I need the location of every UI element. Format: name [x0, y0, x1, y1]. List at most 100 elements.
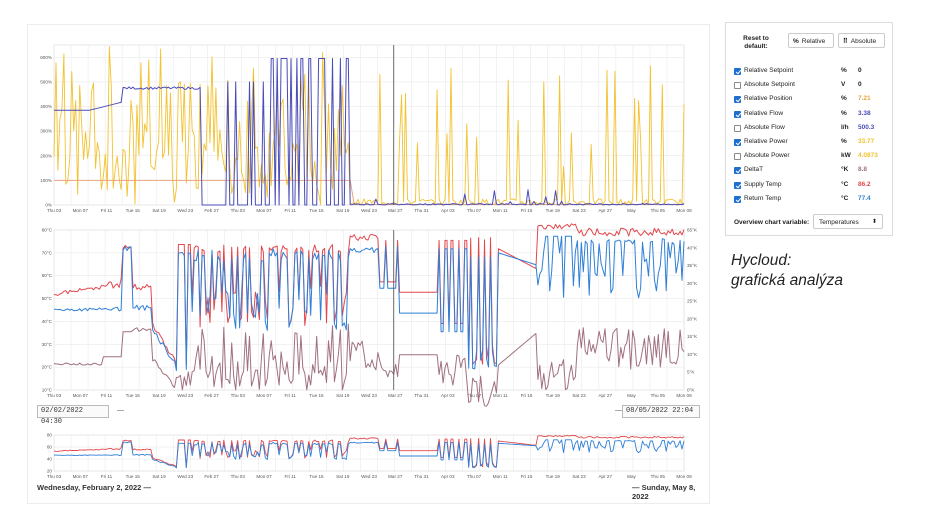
variable-unit: °C [841, 180, 849, 188]
top-chart-x-tick: Sat 19 [336, 208, 350, 213]
variable-value: 4.0873 [858, 152, 878, 160]
variable-name: Absolute Power [744, 152, 790, 160]
overview-chart-x-tick: Sat 23 [572, 474, 586, 479]
middle-chart-y2-tick: 5°K [687, 370, 695, 375]
series-relative-flow [54, 58, 685, 206]
variable-value: 33.77 [858, 138, 875, 145]
top-chart-x-tick: May [627, 208, 636, 213]
absolute-button-label: Absolute [850, 38, 877, 45]
middle-chart-x-tick: Fri 11 [285, 393, 297, 398]
absolute-button[interactable]: ⠿ Absolute [838, 33, 885, 48]
variable-name: Relative Flow [744, 109, 784, 117]
overview-chart-x-tick: Apr 27 [598, 474, 612, 479]
middle-chart-y2-tick: 65°K [687, 228, 698, 233]
overview-chart-x-tick: Tue 19 [546, 474, 561, 479]
reset-label: Reset to default: [743, 35, 769, 50]
variable-row[interactable]: Relative Power% 33.77 [734, 136, 884, 148]
top-chart-x-tick: Thu 07 [467, 208, 482, 213]
variable-checkbox[interactable] [734, 181, 741, 189]
variable-row[interactable]: Relative Position% 7.21 [734, 93, 884, 105]
variable-row[interactable]: Relative Flow% 3.38 [734, 108, 884, 120]
top-chart-x-tick: Feb 27 [204, 208, 219, 213]
middle-chart-x-tick: Sat 19 [152, 393, 166, 398]
variable-row[interactable]: Relative Setpoint% 0 [734, 65, 884, 77]
overview-chart-x-tick: Fri 11 [101, 474, 113, 479]
overview-chart-x-tick: Mon 07 [73, 474, 89, 479]
top-chart-x-tick: Apr 03 [441, 208, 455, 213]
variable-row[interactable]: Absolute Power kW 4.0873 [734, 150, 884, 162]
overview-chart-x-tick: Mar 27 [388, 474, 403, 479]
start-arrow: — [117, 407, 124, 414]
middle-chart-y-tick: 80°C [42, 228, 53, 233]
middle-chart-x-tick: Wed 23 [177, 393, 193, 398]
overview-variable-select[interactable]: Temperatures ⬍ [813, 214, 883, 229]
charts-svg[interactable]: Thu 03 Mon 07 Fri 11 Tue 15 Sat 19 Wed 23 Feb … [28, 25, 711, 505]
middle-chart-y-tick: 50°C [42, 296, 53, 301]
end-arrow: — [615, 407, 622, 414]
variable-row[interactable]: Supply Temp °C 86.2 [734, 179, 884, 191]
variable-checkbox[interactable] [734, 167, 741, 175]
middle-chart-y2-tick: 30°K [687, 281, 698, 286]
middle-chart-x-tick: Thu 07 [467, 393, 482, 398]
middle-chart-y2-tick: 15°K [687, 334, 698, 339]
variable-checkbox[interactable] [734, 82, 741, 90]
overview-series-return [54, 439, 685, 469]
variable-value: 3.38 [858, 109, 871, 117]
overview-chart-x-tick: Thu 07 [467, 474, 482, 479]
middle-chart-y2-tick: 40°K [687, 245, 698, 250]
top-chart-y-tick: 400% [40, 104, 52, 109]
overview-variable-value: Temperatures [819, 219, 859, 226]
top-chart-y-tick: 600% [40, 55, 52, 60]
overview-variable-label: Overview chart variable: [734, 219, 810, 226]
top-chart-x-tick: Thu 03 [231, 208, 246, 213]
caption: Hycloud: grafická analýza [731, 251, 843, 291]
variable-value: 77.4 [858, 194, 871, 202]
top-chart-x-tick: Thu 03 [47, 208, 62, 213]
variable-row[interactable]: Absolute Flow l/h 500.3 [734, 122, 884, 134]
end-date-input[interactable]: 08/05/2022 22:04 [622, 405, 700, 418]
variable-row[interactable]: DeltaT °K 8.8 [734, 164, 884, 176]
variable-unit: °K [841, 166, 849, 174]
top-chart-x-tick: Mon 09 [676, 208, 692, 213]
variable-value: 0 [858, 81, 862, 89]
variable-checkbox[interactable] [734, 153, 741, 161]
variable-checkbox[interactable] [734, 139, 741, 146]
variable-checkbox[interactable] [734, 124, 741, 132]
overview-chart-y-tick: 20 [47, 469, 53, 474]
overview-series-supply [53, 435, 685, 468]
overview-chart-frame [53, 434, 685, 472]
variable-checkbox[interactable] [734, 110, 741, 118]
top-chart-x-tick: Sat 23 [572, 208, 586, 213]
middle-chart-x-tick: Tue 15 [126, 393, 141, 398]
variable-row[interactable]: Return Temp °C 77.4 [734, 193, 884, 205]
variable-checkbox[interactable] [734, 96, 741, 104]
variable-value: 7.21 [858, 95, 871, 103]
caption-line-1: Hycloud: [731, 252, 792, 269]
middle-chart-y-tick: 40°C [42, 319, 53, 324]
variable-row[interactable]: Absolute Setpoint V 0 [734, 79, 884, 91]
relative-button[interactable]: % Relative [788, 33, 834, 48]
top-chart-x-tick: Mon 11 [493, 208, 508, 213]
top-chart-x-tick: Wed 23 [361, 208, 377, 213]
series-deltaT [53, 323, 685, 407]
overview-chart-x-tick: Mon 07 [256, 474, 272, 479]
start-date-input[interactable]: 02/02/2022 04:30 [37, 405, 109, 426]
top-chart-x-tick: Sat 19 [152, 208, 166, 213]
middle-chart-x-tick: May [627, 393, 636, 398]
middle-chart-x-tick: Mon 11 [493, 393, 508, 398]
variable-name: Return Temp [744, 194, 782, 202]
top-chart-y-tick: 100% [40, 178, 52, 183]
middle-chart-y-tick: 10°C [42, 388, 53, 393]
top-chart-x-tick: Thu 31 [414, 208, 429, 213]
top-chart-x-tick: Mon 07 [256, 208, 272, 213]
middle-chart-x-tick: Thu 03 [231, 393, 246, 398]
range-start-label: Wednesday, February 2, 2022 — [37, 483, 151, 492]
middle-chart-frame [53, 229, 685, 391]
variable-checkbox[interactable] [734, 68, 741, 75]
middle-chart-x-tick: Fri 15 [521, 393, 533, 398]
top-chart-x-tick: Tue 19 [546, 208, 561, 213]
variable-checkbox[interactable] [734, 195, 741, 203]
overview-chart-x-tick: Feb 27 [204, 474, 219, 479]
top-chart-y-tick: 200% [40, 153, 52, 158]
middle-chart-y-tick: 70°C [42, 250, 53, 255]
